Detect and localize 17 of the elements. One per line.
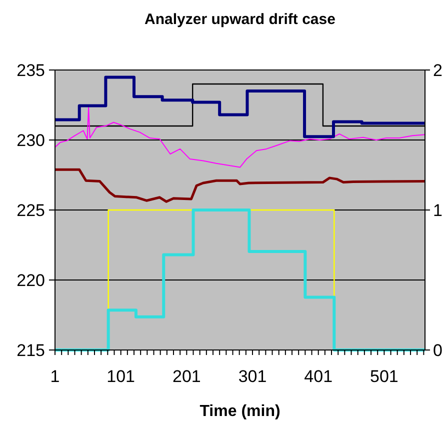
x-axis-title: Time (min)	[200, 403, 280, 420]
x-tick-label: 401	[304, 367, 333, 386]
x-tick-label: 301	[238, 367, 267, 386]
x-tick-label: 201	[172, 367, 201, 386]
y-tick-label: 220	[16, 270, 45, 290]
line-series	[54, 168, 426, 203]
y-tick-label: 235	[16, 60, 45, 80]
x-tick-label: 101	[106, 367, 136, 386]
y-tick-label: 230	[16, 130, 45, 150]
y-tick-label: 215	[16, 340, 45, 360]
y2-tick-label: 0	[433, 340, 442, 360]
x-tick-label: 1	[50, 367, 60, 386]
y2-tick-label: 2	[433, 60, 442, 80]
chart-title: Analyzer upward drift case	[144, 11, 336, 28]
y-tick-label: 225	[16, 200, 45, 220]
x-tick-label: 501	[370, 367, 398, 386]
y2-tick-label: 1	[433, 200, 442, 220]
